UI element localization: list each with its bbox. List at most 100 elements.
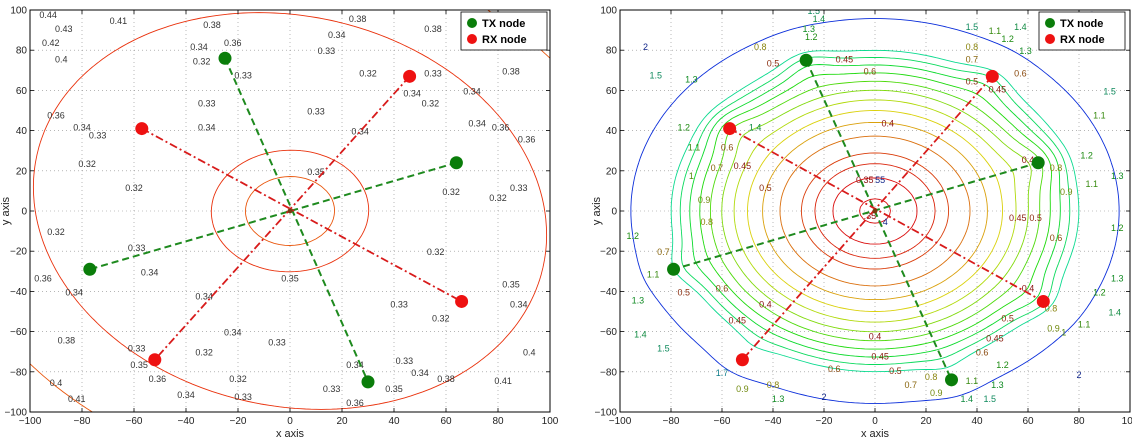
y-tick-label: −40 [600,287,617,298]
tx-node [361,375,375,389]
contour-line [800,152,950,270]
contour-label: 0.8 [767,380,780,390]
legend-rx-marker [467,34,477,44]
legend-rx-marker [1045,34,1055,44]
contour-label: 1.2 [1080,151,1093,161]
y-axis-label: y axis [0,196,12,225]
contour-label: 0.6 [721,143,734,153]
x-tick-label: −20 [230,416,247,427]
nodes [83,51,469,389]
node-links [89,57,463,383]
contour-label: 1.2 [1093,287,1106,297]
contour-label: 1.2 [996,360,1009,370]
contour-label: 0.35 [856,175,874,185]
contour-label: 1.4 [1108,308,1121,318]
contour-label: 0.33 [234,392,252,402]
centre-point [287,208,293,214]
legend-tx-marker [467,18,477,28]
y-tick-label: 20 [16,166,28,177]
contour-label: 1.2 [805,32,818,42]
contour-line [679,56,1071,365]
contour-label: 1.3 [1019,46,1032,56]
contour-label: 1 [689,171,694,181]
tx-link [89,161,457,271]
tx-node [945,373,958,387]
contour-label: 2 [1076,370,1081,380]
rx-node [148,353,162,367]
contour-line [670,49,1080,373]
contour-label: 1.1 [1085,179,1098,189]
contour-label: 0.36 [34,273,52,283]
contour-line [32,12,548,410]
contour-label: 0.7 [711,163,724,173]
y-tick-label: 100 [10,6,27,17]
x-tick-label: −80 [663,416,680,427]
contour-label: 0.34 [468,119,486,129]
contour-label: 1.2 [1001,34,1014,44]
contour-label: 0.5 [677,287,690,297]
y-tick-label: 20 [606,166,618,177]
contour-label: 0.38 [424,24,442,34]
x-axis-label: x axis [276,428,305,440]
contour-label: 1.4 [961,394,974,404]
contour-line [721,89,1032,333]
tx-node [799,53,813,67]
contour-label: 0.7 [657,247,670,257]
contour-label: 0.34 [411,368,429,378]
contour-label: 0.9 [1047,324,1060,334]
contour-label: 0.34 [65,287,83,297]
contour-label: 0.6 [976,348,989,358]
contour-line [699,72,1052,350]
contour-label: 0.41 [494,376,512,386]
legend-box [1038,11,1126,51]
contour-label: 0.4 [759,299,772,309]
y-tick-label: −80 [10,367,27,378]
x-axis-label: x axis [861,428,890,440]
legend-tx-label: TX node [482,18,525,30]
rx-node [1036,294,1050,308]
contour-label: 0.35 [385,384,403,394]
contour-label: 0.5 [759,183,772,193]
contour-label: 0.36 [518,135,536,145]
x-tick-label: −40 [765,416,782,427]
tx-node [218,51,232,65]
contour-label: 0.34 [141,267,159,277]
contour-label: 1.3 [685,74,698,84]
contour-label: 0.5 [1001,314,1014,324]
contour-label: 1.1 [1093,111,1106,121]
contour-label: 0.45 [986,334,1004,344]
y-tick-label: 100 [600,6,617,17]
contour-label: 1.5 [983,394,996,404]
contour-label: 0.32 [442,187,460,197]
contour-label: 0.32 [229,374,247,384]
contour-label: 0.32 [432,314,450,324]
contour-label: 1.7 [716,368,729,378]
contour-label: 0.32 [195,348,213,358]
contour-label: 0.41 [68,394,86,404]
contour-label: 1.3 [991,380,1004,390]
contour-label: .35 [864,211,877,221]
contour-label: 1.3 [802,24,815,34]
contour-label: 0.38 [437,374,455,384]
tx-node [1031,156,1045,170]
contour-label: 0.35 [307,167,325,177]
x-tick-label: −20 [816,416,833,427]
rx-node [135,122,149,136]
contour-label: 0.32 [489,193,507,203]
rx-link [729,127,1044,303]
y-tick-label: −20 [600,247,617,258]
contour-label: 0.42 [42,38,60,48]
right-contour-plot: 21.5 1.31.21.110.90.80.71.40.60.450.51.20… [591,6,1132,441]
contour-label: 0.6 [1014,68,1027,78]
contour-label: 1.2 [1111,223,1124,233]
contour-label: 0.35 [130,360,148,370]
contour-label: 2 [643,42,648,52]
contour-label: 0.38 [502,66,520,76]
contour-label: 0.38 [203,20,221,30]
contour-label: 0.5 [966,76,979,86]
x-tick-label: −60 [126,416,143,427]
x-tick-label: 20 [336,416,348,427]
contour-labels: 0.440.430.420.410.40.380.380.380.380.360… [34,10,535,408]
contour-label: 0.45 [871,352,889,362]
